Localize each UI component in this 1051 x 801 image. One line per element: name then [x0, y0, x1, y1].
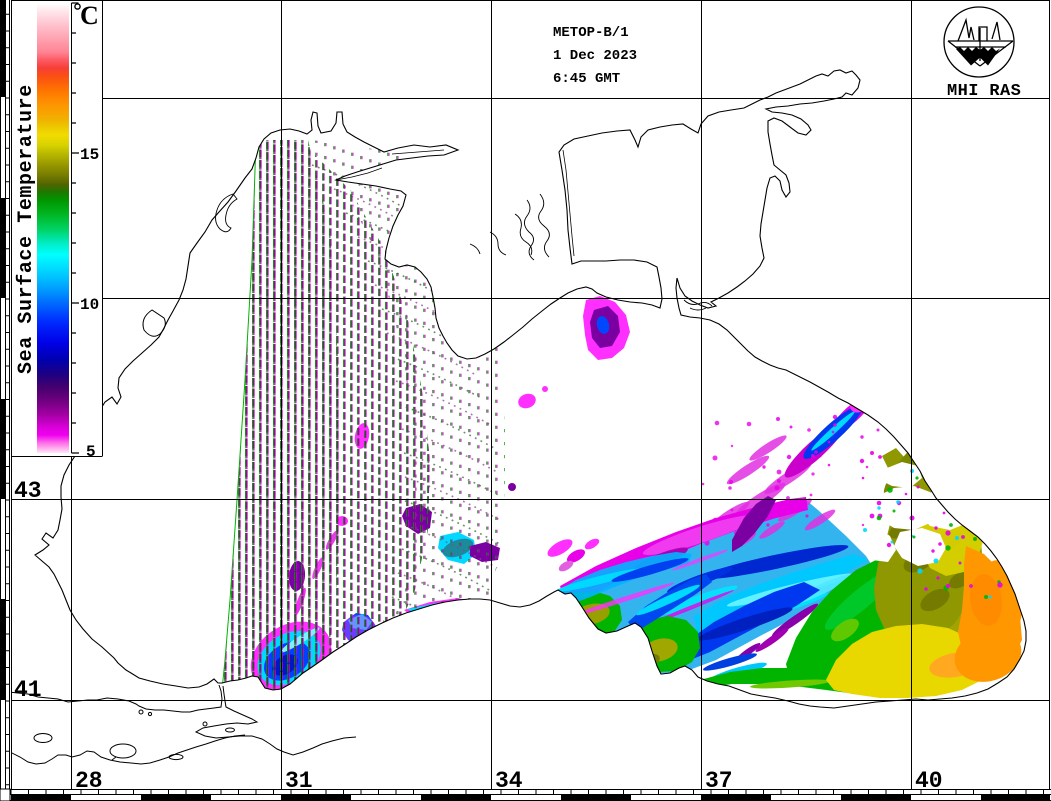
svg-text:28: 28: [75, 768, 103, 794]
svg-text:6:45 GMT: 6:45 GMT: [553, 71, 620, 87]
svg-text:10: 10: [80, 296, 99, 314]
svg-text:41: 41: [14, 677, 42, 703]
svg-text:1 Dec 2023: 1 Dec 2023: [553, 48, 637, 64]
svg-text:Sea Surface Temperature: Sea Surface Temperature: [15, 84, 38, 374]
svg-text:34: 34: [495, 768, 523, 794]
svg-text:43: 43: [14, 478, 42, 504]
svg-text:C: C: [80, 1, 99, 30]
svg-text:METOP-B/1: METOP-B/1: [553, 25, 629, 41]
svg-text:31: 31: [285, 768, 313, 794]
svg-text:37: 37: [705, 768, 733, 794]
svg-text:40: 40: [915, 768, 943, 794]
svg-text:5: 5: [86, 443, 96, 461]
svg-text:15: 15: [80, 146, 99, 164]
svg-text:MHI RAS: MHI RAS: [947, 82, 1021, 101]
